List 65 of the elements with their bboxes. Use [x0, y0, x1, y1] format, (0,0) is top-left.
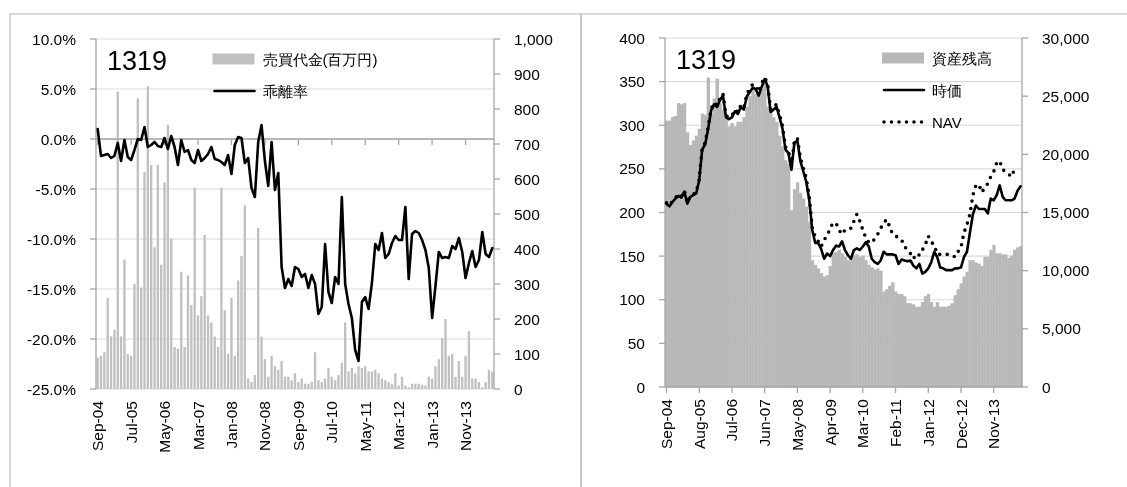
y2-tick-label: 10,000: [1042, 262, 1090, 280]
y2-tick-label: 25,000: [1042, 87, 1090, 105]
y2-tick-label: 600: [514, 170, 541, 188]
y-tick-label: 100: [619, 291, 646, 309]
x-tick-label: Mar-12: [390, 401, 408, 451]
x-tick-label: Dec-12: [952, 399, 970, 449]
x-tick-label: Jan-12: [919, 399, 937, 447]
y-tick-label: -5.0%: [35, 180, 77, 198]
y-tick-label: -20.0%: [26, 330, 77, 348]
y2-tick-label: 500: [514, 205, 541, 223]
x-tick-label: May-11: [356, 401, 374, 452]
legend-label: NAV: [932, 113, 962, 131]
chart-title: 1319: [107, 46, 168, 76]
x-tick-label: Mar-07: [189, 401, 207, 451]
x-tick-label: Jan-13: [423, 401, 441, 449]
x-tick-label: May-06: [156, 401, 174, 453]
y-tick-label: 50: [627, 334, 646, 352]
y2-tick-label: 5,000: [1042, 320, 1082, 338]
x-tick-label: Jul-10: [323, 400, 341, 444]
x-tick-label: Jul-06: [723, 399, 741, 442]
y2-tick-label: 20,000: [1042, 145, 1090, 163]
legend-label: 時価: [932, 81, 962, 99]
y2-tick-label: 0: [514, 380, 523, 398]
y-tick-label: 250: [619, 160, 646, 178]
y-tick-label: 10.0%: [32, 30, 77, 48]
legend-label: 資産残高: [932, 49, 992, 67]
x-tick-label: Nov-13: [985, 399, 1003, 449]
x-tick-label: Sep-09: [289, 401, 307, 451]
chart-title: 1319: [676, 45, 737, 75]
x-tick-label: Feb-11: [887, 399, 905, 447]
x-tick-label: Mar-10: [854, 398, 872, 449]
y2-tick-label: 0: [1042, 378, 1051, 396]
legend-label: 売買代金(百万円): [262, 50, 378, 68]
y-tick-label: 300: [619, 116, 646, 134]
x-tick-label: May-08: [788, 399, 806, 451]
y2-tick-label: 400: [514, 240, 541, 258]
y-tick-label: 0.0%: [40, 130, 77, 148]
y2-tick-label: 200: [514, 310, 541, 328]
y-tick-label: 200: [619, 204, 646, 221]
x-tick-label: Jul-05: [122, 401, 140, 444]
y-tick-label: 5.0%: [40, 80, 77, 98]
x-tick-label: Nov-08: [256, 401, 274, 451]
x-tick-label: Nov-13: [457, 401, 475, 451]
y2-tick-label: 30,000: [1042, 29, 1090, 47]
x-tick-label: Sep-04: [89, 400, 107, 451]
x-tick-label: Aug-05: [690, 399, 708, 449]
y-tick-label: 400: [619, 29, 646, 47]
y2-tick-label: 700: [514, 135, 541, 153]
y-tick-label: 350: [619, 73, 646, 91]
y2-tick-label: 300: [514, 275, 541, 293]
x-tick-label: Sep-04: [657, 398, 675, 449]
y-tick-label: -25.0%: [26, 380, 77, 398]
y-tick-label: -15.0%: [26, 280, 77, 298]
y-tick-label: 0: [636, 378, 646, 396]
y-tick-label: 150: [619, 247, 646, 265]
x-tick-label: Jan-08: [222, 401, 240, 449]
legend-label: 乖離率: [262, 82, 308, 100]
y2-tick-label: 1,000: [514, 30, 554, 48]
y2-tick-label: 900: [514, 65, 541, 83]
x-tick-label: Jun-07: [756, 399, 774, 447]
y-tick-label: -10.0%: [26, 230, 77, 248]
y2-tick-label: 100: [514, 345, 541, 363]
y2-tick-label: 15,000: [1042, 204, 1090, 221]
y2-tick-label: 800: [514, 100, 541, 118]
x-tick-label: Apr-09: [821, 399, 839, 446]
